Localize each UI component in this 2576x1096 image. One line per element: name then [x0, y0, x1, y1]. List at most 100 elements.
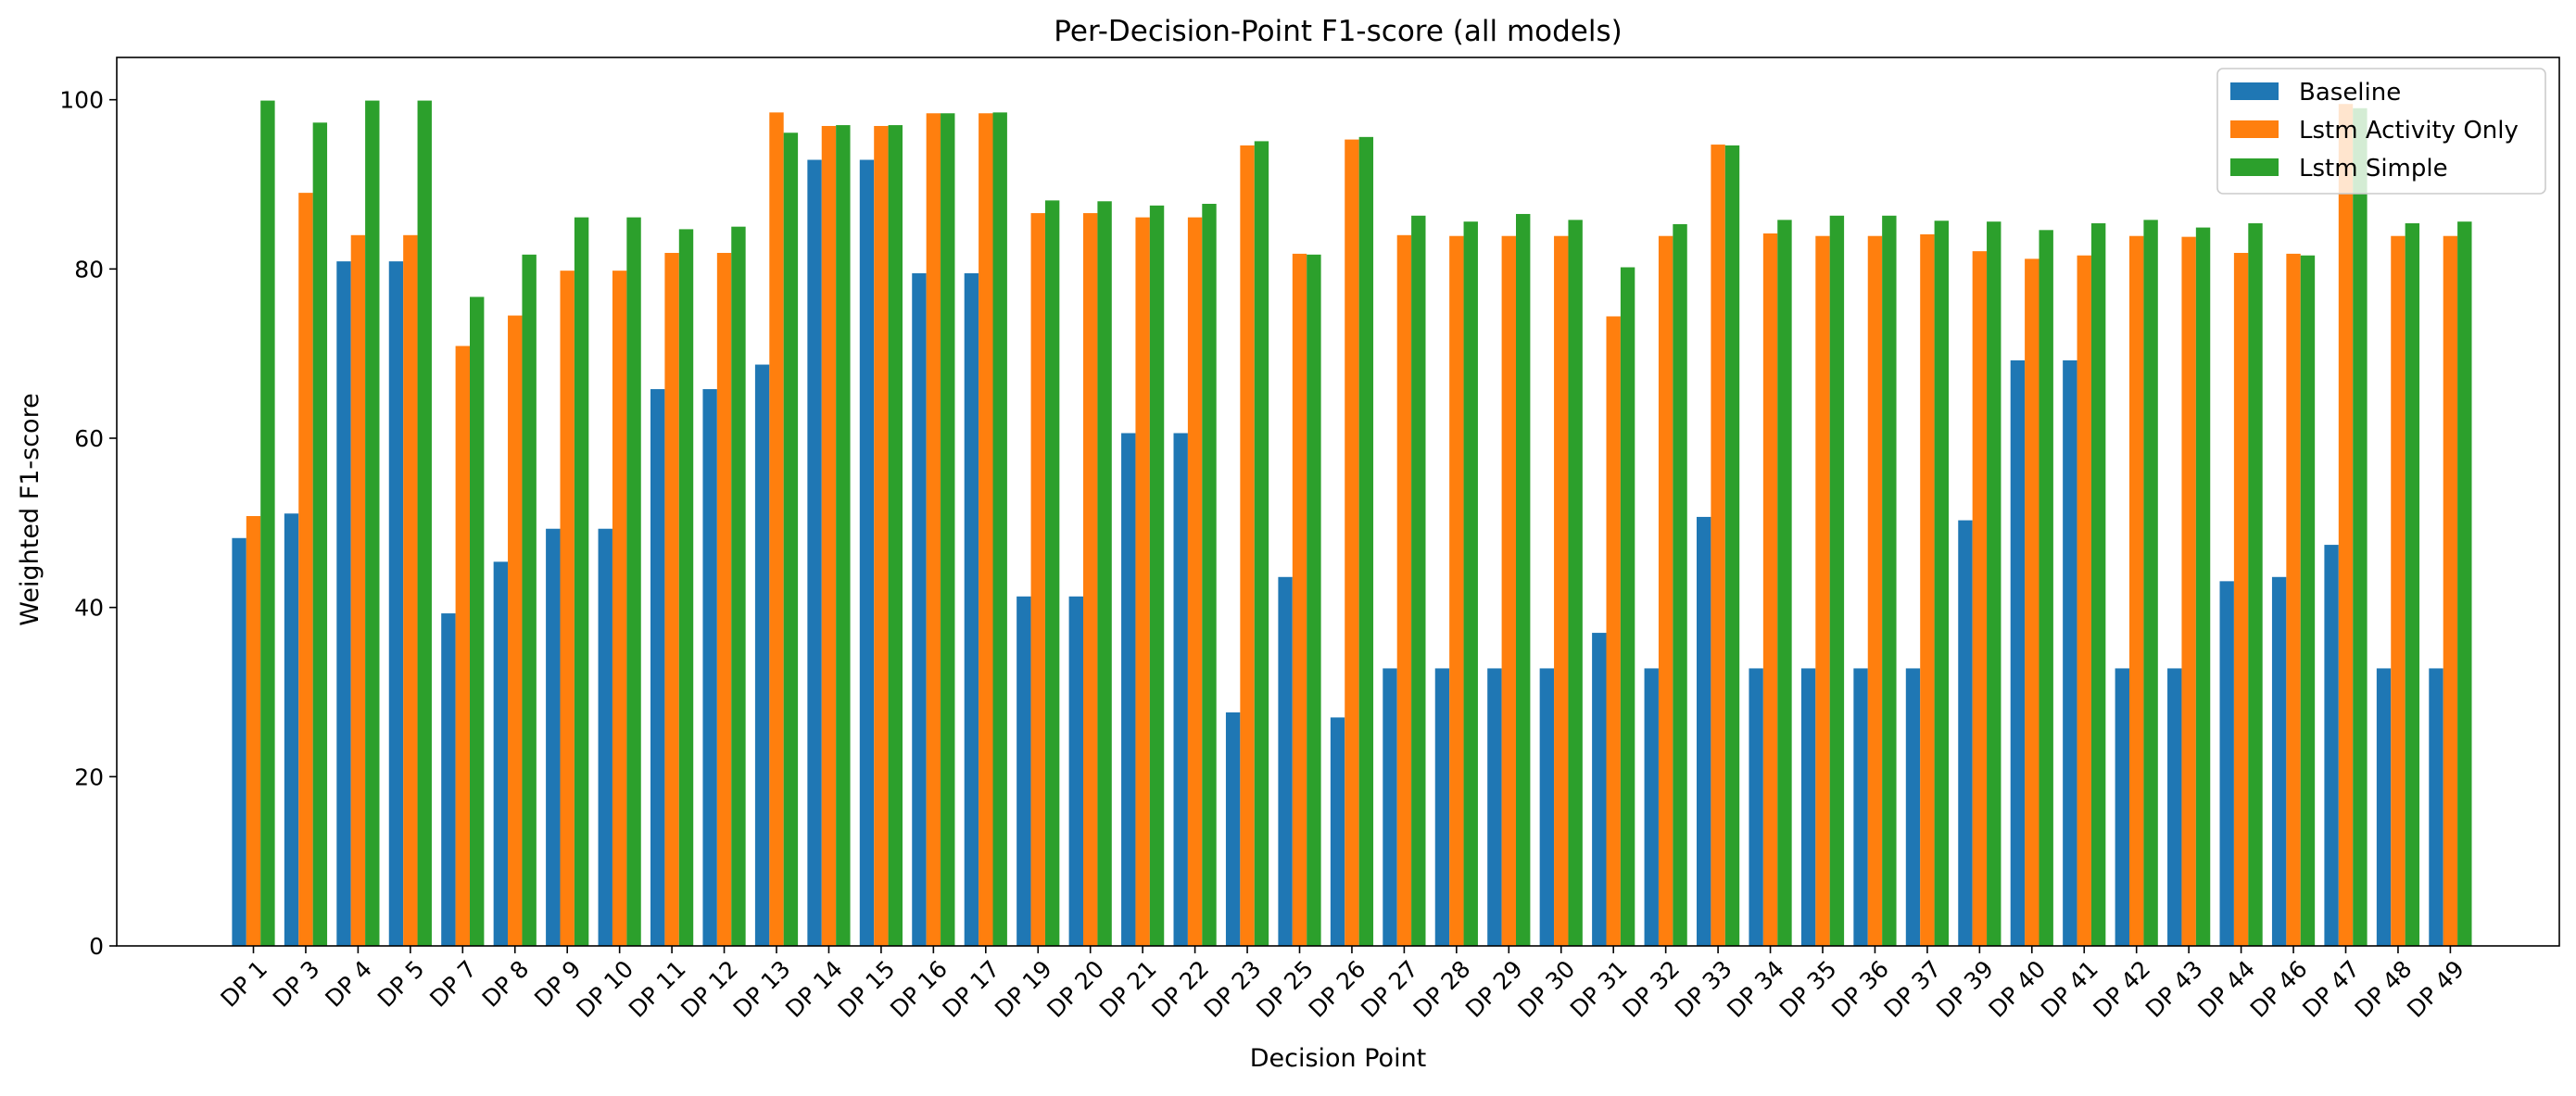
bar-baseline-dp-30: [1539, 668, 1555, 946]
bar-baseline-dp-35: [1800, 668, 1816, 946]
legend: Baseline Lstm Activity Only Lstm Simple: [2216, 68, 2546, 195]
legend-label-lstm-simple: Lstm Simple: [2299, 155, 2448, 183]
bar-lstm-simple-dp-41: [2090, 223, 2106, 946]
bar-lstm-activity-only-dp-25: [1292, 253, 1307, 946]
bar-lstm-activity-only-dp-12: [716, 252, 732, 947]
bar-baseline-dp-20: [1068, 596, 1083, 946]
y-tick-label: 40: [74, 595, 104, 622]
bar-lstm-activity-only-dp-3: [298, 193, 313, 946]
bar-lstm-activity-only-dp-46: [2286, 253, 2301, 946]
bar-baseline-dp-33: [1697, 516, 1711, 946]
bar-baseline-dp-25: [1278, 576, 1293, 946]
bar-lstm-activity-only-dp-15: [874, 125, 889, 947]
y-tick-label: 80: [74, 256, 104, 283]
bar-lstm-activity-only-dp-49: [2443, 235, 2458, 946]
bar-baseline-dp-27: [1383, 668, 1397, 946]
bar-lstm-simple-dp-23: [1254, 141, 1269, 947]
bar-lstm-simple-dp-34: [1777, 220, 1792, 947]
y-axis-title: Weighted F1-score: [16, 393, 44, 625]
bar-lstm-simple-dp-43: [2195, 227, 2211, 946]
bar-lstm-activity-only-dp-42: [2129, 235, 2144, 946]
bar-lstm-activity-only-dp-28: [1449, 235, 1464, 946]
chart-title: Per-Decision-Point F1-score (all models): [1054, 15, 1622, 48]
bar-baseline-dp-41: [2063, 359, 2077, 947]
bar-baseline-dp-28: [1434, 668, 1450, 946]
bar-lstm-activity-only-dp-40: [2025, 258, 2039, 946]
bar-baseline-dp-47: [2324, 545, 2339, 946]
bar-lstm-activity-only-dp-21: [1135, 217, 1150, 946]
legend-label-baseline: Baseline: [2299, 79, 2401, 107]
bar-baseline-dp-5: [388, 261, 404, 946]
bar-lstm-simple-dp-3: [312, 122, 328, 946]
legend-swatch-lstm-simple: [2230, 158, 2279, 176]
y-tick-label: 20: [74, 763, 104, 790]
bar-baseline-dp-39: [1958, 520, 1973, 946]
bars-layer: [232, 100, 2472, 947]
bar-lstm-activity-only-dp-19: [1030, 213, 1045, 947]
bar-baseline-dp-7: [441, 613, 456, 946]
bar-lstm-simple-dp-33: [1724, 145, 1740, 947]
bar-lstm-simple-dp-13: [783, 132, 799, 947]
legend-swatch-baseline: [2230, 82, 2279, 100]
bar-lstm-simple-dp-25: [1307, 254, 1321, 946]
bar-baseline-dp-12: [702, 389, 717, 946]
bar-baseline-dp-16: [912, 272, 927, 946]
bar-lstm-activity-only-dp-27: [1396, 234, 1412, 947]
bar-baseline-dp-8: [493, 561, 509, 946]
bar-lstm-activity-only-dp-41: [2077, 255, 2091, 947]
bar-lstm-simple-dp-1: [260, 100, 275, 946]
bar-lstm-activity-only-dp-44: [2233, 252, 2249, 947]
bar-baseline-dp-23: [1225, 712, 1241, 946]
legend-label-lstm-activity-only: Lstm Activity Only: [2299, 117, 2519, 145]
bar-lstm-simple-dp-10: [626, 217, 641, 946]
bar-lstm-activity-only-dp-35: [1815, 235, 1830, 946]
bar-lstm-activity-only-dp-43: [2181, 236, 2196, 946]
bar-lstm-simple-dp-5: [417, 100, 432, 946]
bar-baseline-dp-15: [859, 159, 875, 946]
bar-lstm-activity-only-dp-22: [1187, 217, 1203, 946]
bar-lstm-simple-dp-27: [1411, 215, 1426, 947]
y-tick-label: 60: [74, 425, 104, 452]
bar-lstm-simple-dp-49: [2457, 221, 2472, 946]
bar-lstm-simple-dp-46: [2300, 255, 2316, 947]
bar-lstm-activity-only-dp-23: [1240, 145, 1255, 947]
bar-lstm-activity-only-dp-34: [1762, 233, 1778, 947]
bar-lstm-simple-dp-8: [522, 254, 537, 946]
bar-lstm-activity-only-dp-17: [979, 113, 993, 946]
bar-lstm-simple-dp-29: [1516, 213, 1531, 947]
bar-lstm-simple-dp-22: [1202, 204, 1217, 946]
bar-lstm-activity-only-dp-48: [2391, 235, 2406, 946]
bar-lstm-activity-only-dp-37: [1920, 233, 1935, 946]
bar-lstm-activity-only-dp-29: [1501, 235, 1516, 946]
bar-lstm-simple-dp-19: [1044, 200, 1060, 947]
bar-lstm-activity-only-dp-7: [455, 346, 470, 946]
bar-lstm-activity-only-dp-4: [350, 234, 366, 947]
bar-lstm-activity-only-dp-10: [612, 271, 627, 946]
bar-lstm-activity-only-dp-33: [1711, 145, 1725, 946]
bar-baseline-dp-49: [2429, 668, 2443, 946]
bar-baseline-dp-37: [1905, 668, 1921, 946]
bar-baseline-dp-22: [1173, 433, 1188, 946]
bar-lstm-activity-only-dp-39: [1972, 251, 1988, 946]
bar-lstm-simple-dp-37: [1934, 220, 1949, 946]
bar-baseline-dp-31: [1592, 633, 1607, 946]
bar-lstm-simple-dp-47: [2353, 107, 2368, 947]
bar-lstm-activity-only-dp-30: [1554, 235, 1569, 946]
bar-lstm-simple-dp-4: [365, 100, 380, 946]
bar-lstm-activity-only-dp-32: [1658, 235, 1673, 946]
bar-baseline-dp-43: [2167, 668, 2182, 946]
bar-lstm-activity-only-dp-1: [246, 516, 261, 946]
bar-lstm-simple-dp-32: [1673, 223, 1687, 946]
bar-lstm-activity-only-dp-14: [821, 125, 837, 947]
bar-lstm-simple-dp-20: [1097, 201, 1112, 946]
plot-frame: [116, 57, 2560, 947]
bar-lstm-activity-only-dp-8: [508, 315, 523, 946]
bar-lstm-simple-dp-36: [1882, 215, 1897, 947]
bar-lstm-simple-dp-35: [1829, 215, 1845, 947]
bar-baseline-dp-1: [232, 537, 246, 946]
bar-lstm-simple-dp-9: [574, 217, 589, 946]
bar-baseline-dp-29: [1487, 668, 1502, 946]
bar-baseline-dp-32: [1644, 668, 1659, 946]
